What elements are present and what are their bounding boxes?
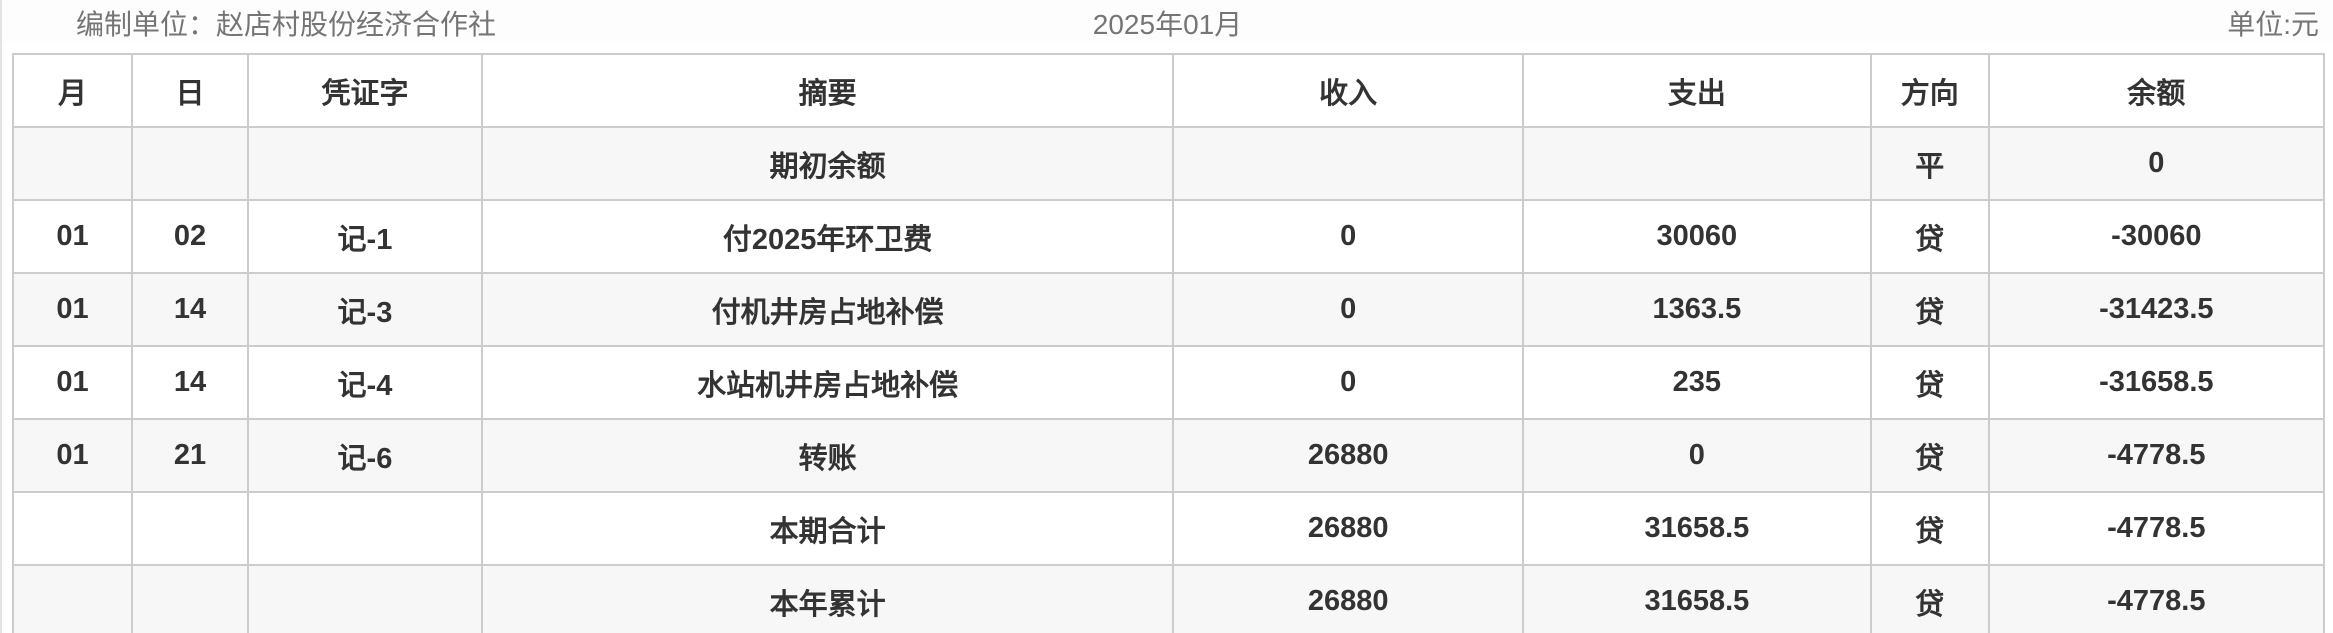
- cell-direction: 贷: [1869, 199, 1990, 274]
- cell-expense: 31658.5: [1521, 564, 1872, 633]
- cell-income: 26880: [1172, 418, 1524, 493]
- cell-voucher: [247, 491, 483, 566]
- cell-expense: 0: [1521, 418, 1872, 493]
- cell-voucher: 记-4: [247, 345, 483, 420]
- cell-balance: -31658.5: [1987, 345, 2326, 420]
- cell-expense: 235: [1521, 345, 1872, 420]
- col-header-voucher: 凭证字: [247, 53, 483, 128]
- cell-balance: -31423.5: [1987, 272, 2326, 347]
- cell-income: 0: [1172, 199, 1524, 274]
- cell-day: [131, 491, 250, 566]
- cell-direction: 平: [1869, 126, 1990, 201]
- cell-income: 0: [1172, 272, 1524, 347]
- cell-expense: 1363.5: [1521, 272, 1872, 347]
- cell-income: 0: [1172, 345, 1524, 420]
- cell-balance: -4778.5: [1987, 564, 2326, 633]
- col-header-direction: 方向: [1869, 53, 1990, 128]
- report-header-bar: 编制单位：赵店村股份经济合作社 2025年01月 单位:元: [2, 0, 2333, 42]
- cell-voucher: 记-3: [247, 272, 483, 347]
- cell-expense: [1521, 126, 1872, 201]
- cell-direction: 贷: [1869, 418, 1990, 493]
- ledger-table-body: 期初余额 平 0 01 02 记-1 付2025年环卫费 0 30060 贷 -…: [11, 126, 2326, 633]
- currency-unit-label: 单位:元: [2227, 9, 2319, 40]
- table-row: 01 21 记-6 转账 26880 0 贷 -4778.5: [11, 418, 2326, 493]
- table-row-period-total: 本期合计 26880 31658.5 贷 -4778.5: [11, 491, 2326, 566]
- cell-expense: 31658.5: [1521, 491, 1872, 566]
- cell-summary: 水站机井房占地补偿: [480, 345, 1175, 420]
- table-row: 01 14 记-3 付机井房占地补偿 0 1363.5 贷 -31423.5: [11, 272, 2326, 347]
- table-row: 期初余额 平 0: [11, 126, 2326, 201]
- cell-day: 14: [131, 345, 250, 420]
- cell-income: [1172, 126, 1524, 201]
- cell-month: 01: [11, 345, 134, 420]
- cell-summary: 付2025年环卫费: [480, 199, 1175, 274]
- col-header-summary: 摘要: [480, 53, 1175, 128]
- cell-month: 01: [11, 418, 134, 493]
- table-row-year-total: 本年累计 26880 31658.5 贷 -4778.5: [11, 564, 2326, 633]
- cell-direction: 贷: [1869, 491, 1990, 566]
- cell-month: [11, 564, 134, 633]
- cell-summary: 本期合计: [480, 491, 1175, 566]
- ledger-table-header: 月 日 凭证字 摘要 收入 支出 方向 余额: [11, 53, 2326, 128]
- col-header-expense: 支出: [1521, 53, 1872, 128]
- cell-summary: 本年累计: [480, 564, 1175, 633]
- cell-voucher: [247, 564, 483, 633]
- cell-balance: -4778.5: [1987, 491, 2326, 566]
- cell-voucher: 记-6: [247, 418, 483, 493]
- cell-income: 26880: [1172, 491, 1524, 566]
- cell-voucher: [247, 126, 483, 201]
- col-header-month: 月: [11, 53, 134, 128]
- table-row: 01 14 记-4 水站机井房占地补偿 0 235 贷 -31658.5: [11, 345, 2326, 420]
- cell-summary: 期初余额: [480, 126, 1175, 201]
- header-row: 月 日 凭证字 摘要 收入 支出 方向 余额: [11, 53, 2326, 128]
- cell-balance: -30060: [1987, 199, 2326, 274]
- cell-direction: 贷: [1869, 564, 1990, 633]
- col-header-balance: 余额: [1987, 53, 2326, 128]
- cell-month: [11, 126, 134, 201]
- cell-balance: 0: [1987, 126, 2326, 201]
- cell-day: 02: [131, 199, 250, 274]
- cell-balance: -4778.5: [1987, 418, 2326, 493]
- cell-summary: 转账: [480, 418, 1175, 493]
- cell-direction: 贷: [1869, 272, 1990, 347]
- table-row: 01 02 记-1 付2025年环卫费 0 30060 贷 -30060: [11, 199, 2326, 274]
- cell-month: 01: [11, 199, 134, 274]
- ledger-table: 月 日 凭证字 摘要 收入 支出 方向 余额 期初余额 平 0: [11, 53, 2326, 633]
- report-period-label: 2025年01月: [1092, 9, 1243, 40]
- cell-voucher: 记-1: [247, 199, 483, 274]
- cell-summary: 付机井房占地补偿: [480, 272, 1175, 347]
- col-header-day: 日: [131, 53, 250, 128]
- cell-expense: 30060: [1521, 199, 1872, 274]
- cell-direction: 贷: [1869, 345, 1990, 420]
- cell-day: 14: [131, 272, 250, 347]
- cell-income: 26880: [1172, 564, 1524, 633]
- cell-day: [131, 126, 250, 201]
- cell-day: [131, 564, 250, 633]
- col-header-income: 收入: [1172, 53, 1524, 128]
- cell-month: [11, 491, 134, 566]
- compiling-unit-label: 编制单位：赵店村股份经济合作社: [76, 9, 497, 40]
- cell-day: 21: [131, 418, 250, 493]
- cell-month: 01: [11, 272, 134, 347]
